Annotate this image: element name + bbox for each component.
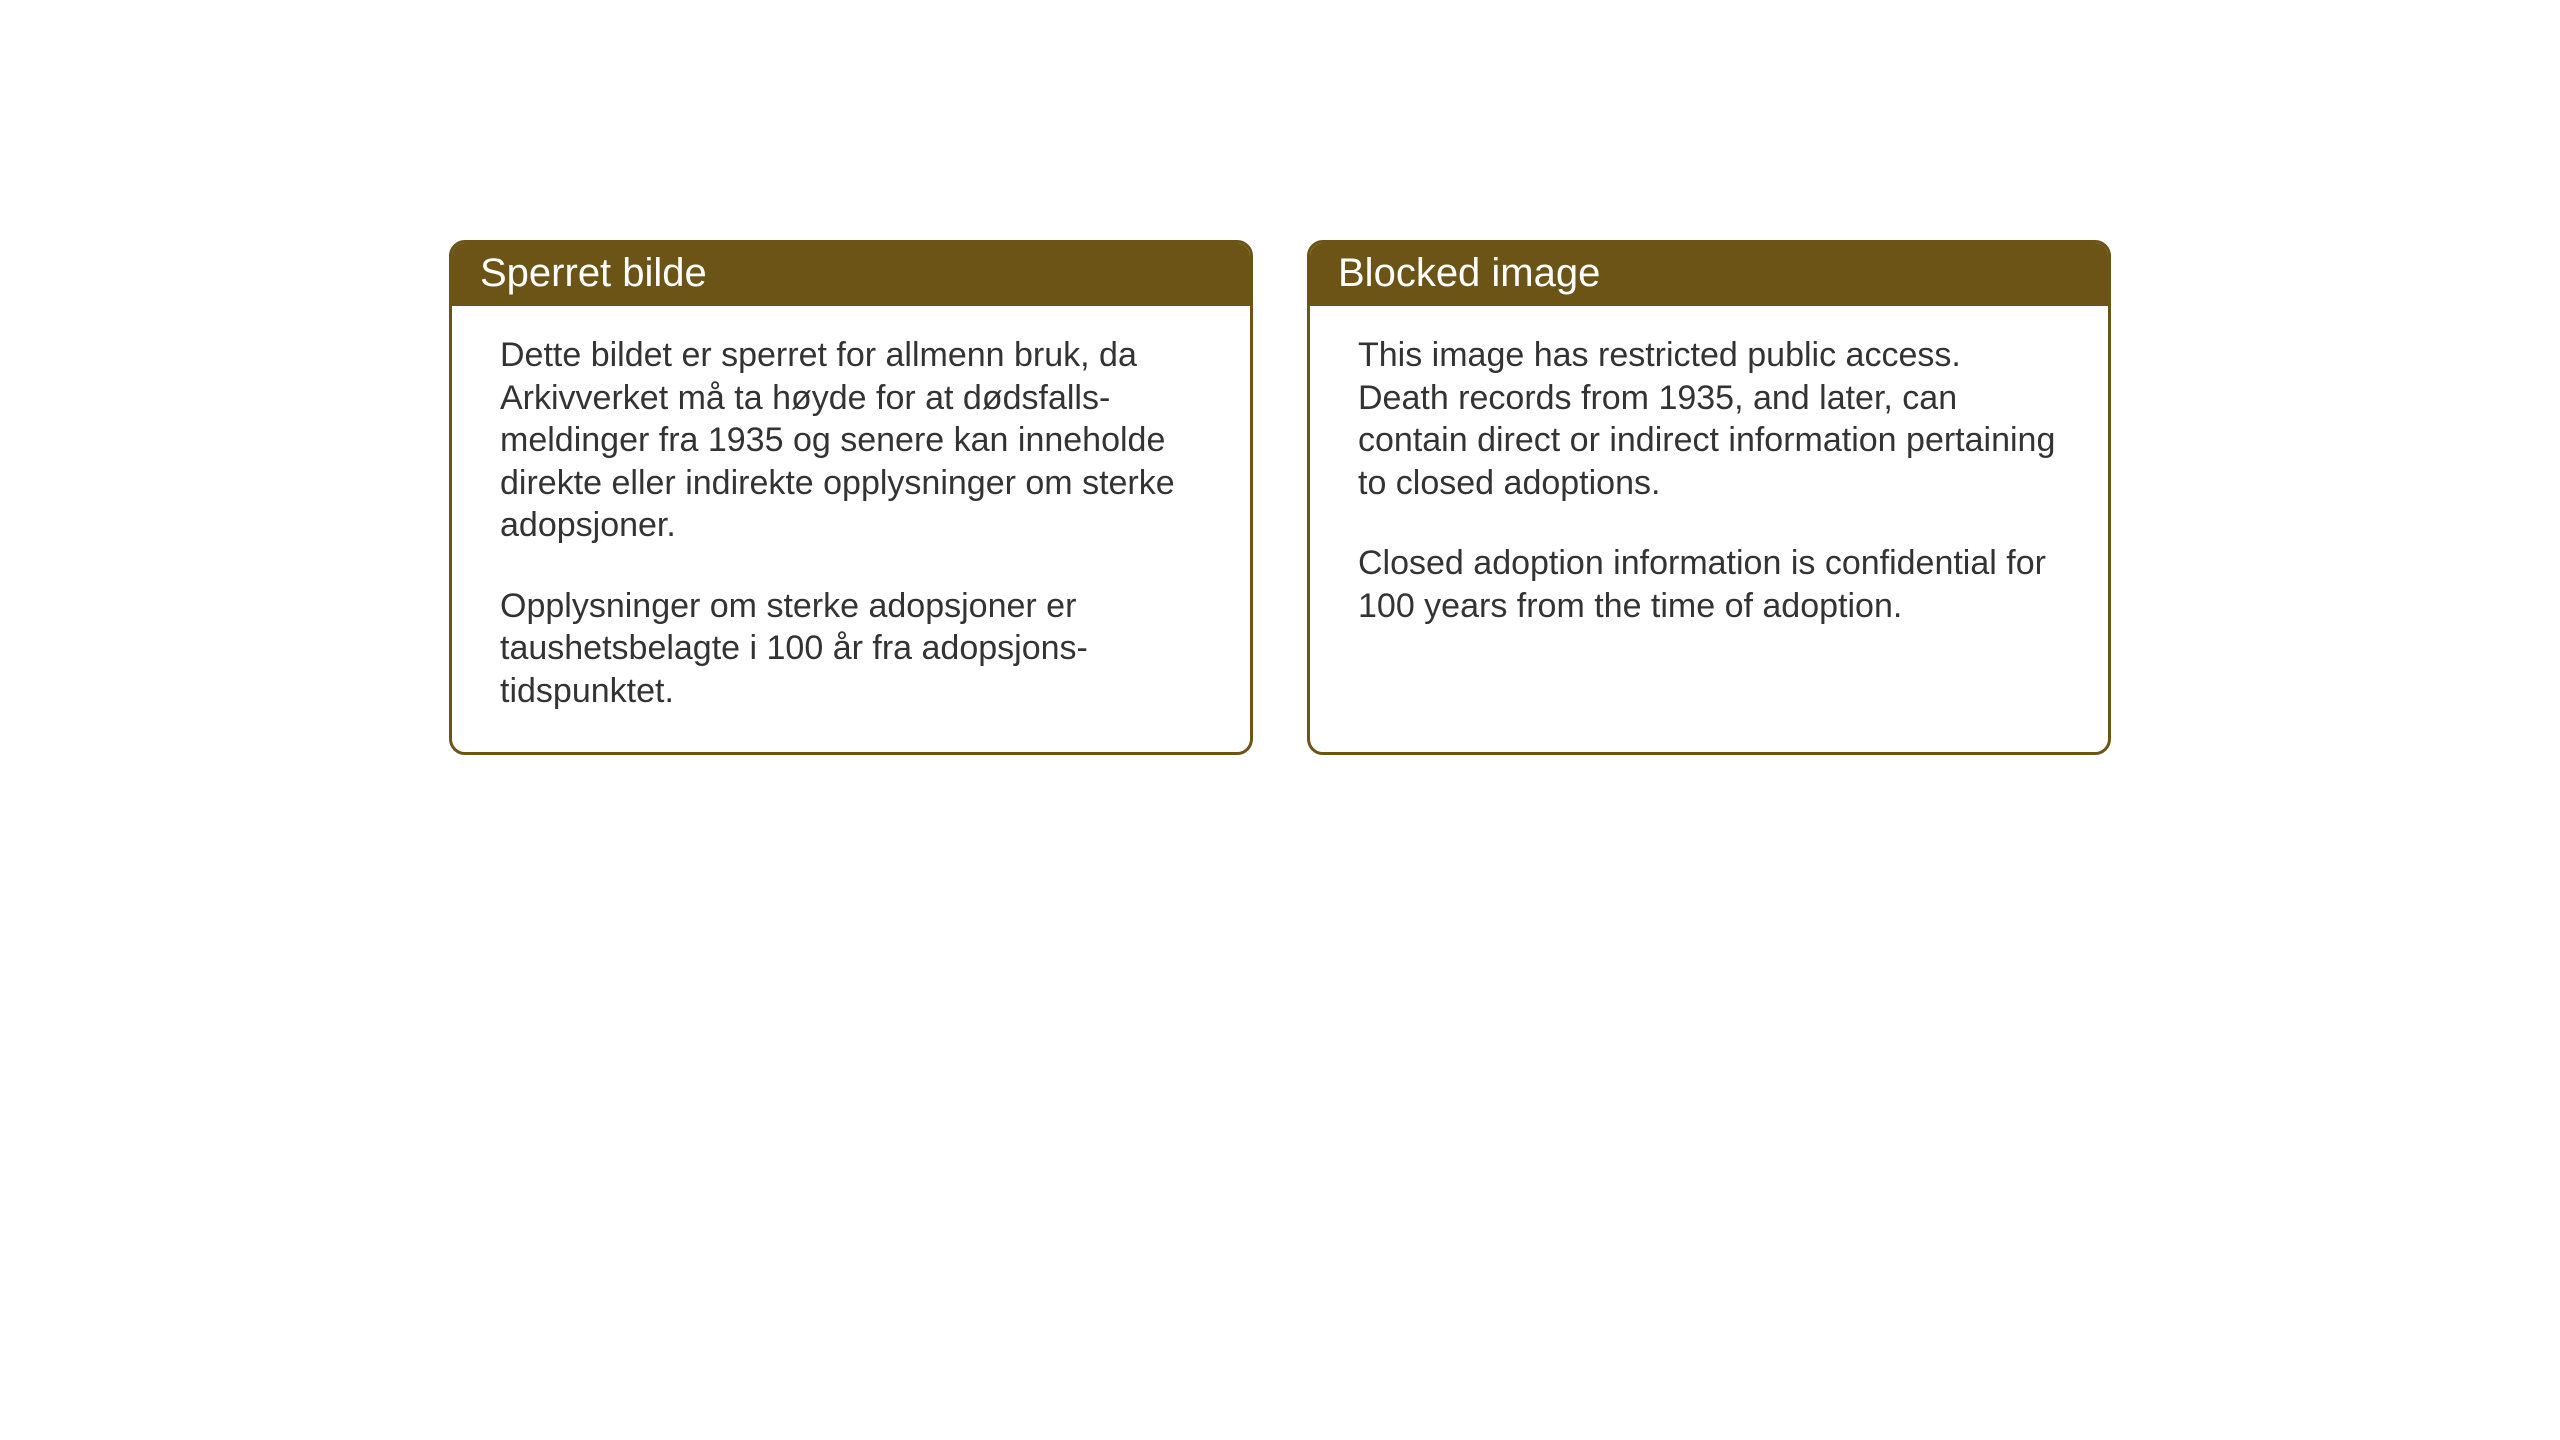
- info-cards-container: Sperret bilde Dette bildet er sperret fo…: [449, 240, 2111, 755]
- info-card-norwegian: Sperret bilde Dette bildet er sperret fo…: [449, 240, 1253, 755]
- card-paragraph-2-norwegian: Opplysninger om sterke adopsjoner er tau…: [500, 585, 1202, 713]
- card-paragraph-2-english: Closed adoption information is confident…: [1358, 542, 2060, 627]
- card-title-english: Blocked image: [1338, 251, 1600, 295]
- card-paragraph-1-norwegian: Dette bildet er sperret for allmenn bruk…: [500, 334, 1202, 547]
- card-body-norwegian: Dette bildet er sperret for allmenn bruk…: [452, 306, 1250, 752]
- card-header-english: Blocked image: [1310, 243, 2108, 306]
- card-body-english: This image has restricted public access.…: [1310, 306, 2108, 726]
- card-title-norwegian: Sperret bilde: [480, 251, 707, 295]
- card-header-norwegian: Sperret bilde: [452, 243, 1250, 306]
- card-paragraph-1-english: This image has restricted public access.…: [1358, 334, 2060, 504]
- info-card-english: Blocked image This image has restricted …: [1307, 240, 2111, 755]
